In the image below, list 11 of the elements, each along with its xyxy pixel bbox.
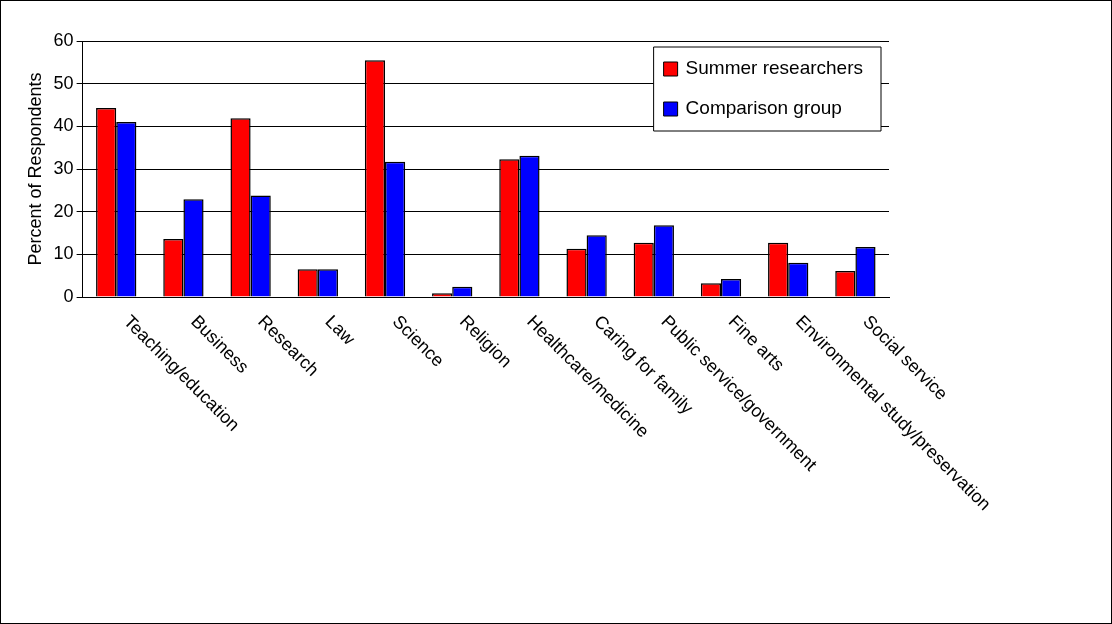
y-tick-label: 60 (53, 29, 74, 50)
y-tick-label: 20 (53, 200, 74, 221)
y-tick-label: 10 (53, 243, 74, 264)
y-tick-label: 0 (63, 285, 74, 306)
y-tick-label: 50 (53, 72, 74, 93)
legend-label: Summer researchers (685, 57, 864, 79)
x-tick-label: Law (321, 311, 360, 350)
legend-label: Comparison group (685, 97, 842, 119)
y-tick-label: 40 (53, 115, 74, 136)
y-axis-title: Percent of Respondents (24, 72, 45, 266)
y-tick-label: 30 (53, 157, 74, 178)
